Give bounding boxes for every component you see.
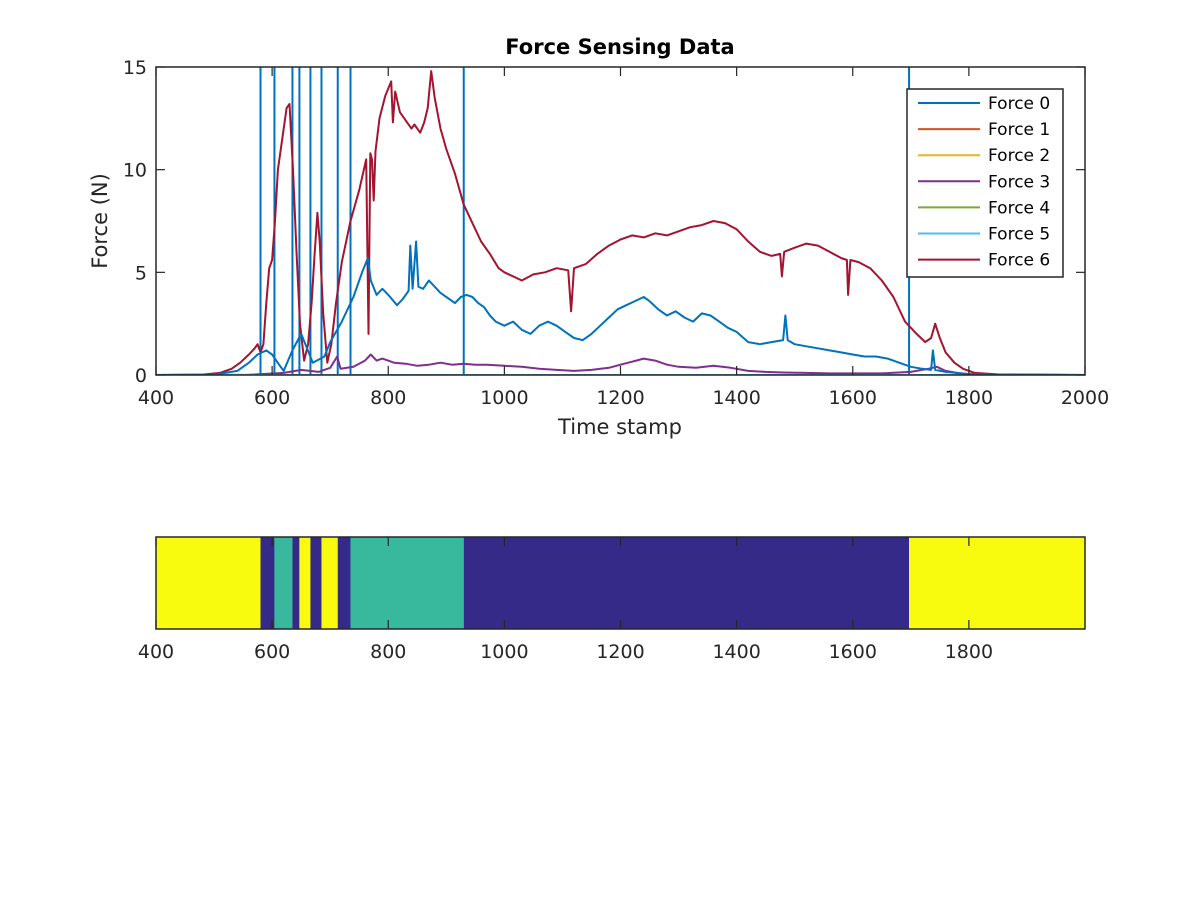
plot-frame [155, 66, 1086, 376]
chart-title: Force Sensing Data [505, 35, 734, 59]
strip-x-tick-labels: 400 600 800 1000 1200 1400 1600 1800 [138, 641, 993, 663]
strip-segment [463, 537, 910, 629]
y-tick-label: 10 [123, 160, 147, 182]
strip-segments [156, 537, 1085, 629]
x-tick-label: 600 [254, 387, 290, 409]
strip-segment [350, 537, 464, 629]
strip-x-tick-label: 600 [254, 641, 290, 663]
x-tick-label: 1000 [480, 387, 528, 409]
legend-label: Force 3 [988, 172, 1050, 192]
x-tick-label: 1800 [945, 387, 993, 409]
series-line-force-3 [156, 353, 1085, 375]
strip-x-tick-label: 1800 [945, 641, 993, 663]
x-tick-label: 2000 [1061, 387, 1109, 409]
series-lines [156, 70, 1085, 375]
series-line-force-6 [156, 70, 1085, 375]
strip-segment [337, 537, 351, 629]
y-tick-labels: 0 5 10 15 [123, 57, 147, 387]
series-line-force-0 [156, 240, 1085, 375]
strip-x-tick-label: 1200 [596, 641, 644, 663]
strip-segment [292, 537, 300, 629]
x-tick-label: 1200 [596, 387, 644, 409]
x-axis-label: Time stamp [557, 415, 682, 439]
strip-segment [260, 537, 275, 629]
x-tick-labels: 400 600 800 1000 1200 1400 1600 1800 2000 [138, 387, 1109, 409]
strip-ticks [155, 537, 970, 629]
strip-x-tick-label: 400 [138, 641, 174, 663]
legend-label: Force 1 [988, 120, 1050, 140]
x-tick-label: 400 [138, 387, 174, 409]
legend-label: Force 0 [988, 94, 1050, 114]
y-tick-label: 15 [123, 57, 147, 79]
x-tick-label: 800 [370, 387, 406, 409]
strip-segment [274, 537, 293, 629]
strip-segment [321, 537, 338, 629]
legend-label: Force 4 [988, 198, 1050, 218]
strip-segment [310, 537, 322, 629]
legend-box [906, 88, 1064, 278]
legend-label: Force 6 [988, 251, 1050, 271]
strip-segment [909, 537, 1085, 629]
legend-items: Force 0 Force 1 Force 2 Force 3 Force 4 Force… [918, 94, 1050, 271]
legend: Force 0 Force 1 Force 2 Force 3 Force 4 Force… [906, 88, 1064, 278]
legend-label: Force 2 [988, 146, 1050, 166]
x-tick-label: 1400 [712, 387, 760, 409]
x-tick-label: 1600 [829, 387, 877, 409]
strip-x-tick-label: 800 [370, 641, 406, 663]
legend-label: Force 5 [988, 225, 1050, 245]
y-tick-label: 5 [135, 262, 147, 284]
strip-x-tick-label: 1400 [712, 641, 760, 663]
strip-segment [299, 537, 311, 629]
y-axis-label: Force (N) [88, 173, 112, 269]
y-tick-label: 0 [135, 365, 147, 387]
strip-frame [155, 536, 1086, 630]
strip-x-tick-label: 1000 [480, 641, 528, 663]
strip-x-tick-label: 1600 [829, 641, 877, 663]
force-line-plot: 400 600 800 1000 1200 1400 1600 1800 2000 0 5 10 15… [88, 35, 1109, 439]
strip-segment [156, 537, 261, 629]
segment-strip: 400 600 800 1000 1200 1400 1600 1800 [138, 536, 1086, 663]
